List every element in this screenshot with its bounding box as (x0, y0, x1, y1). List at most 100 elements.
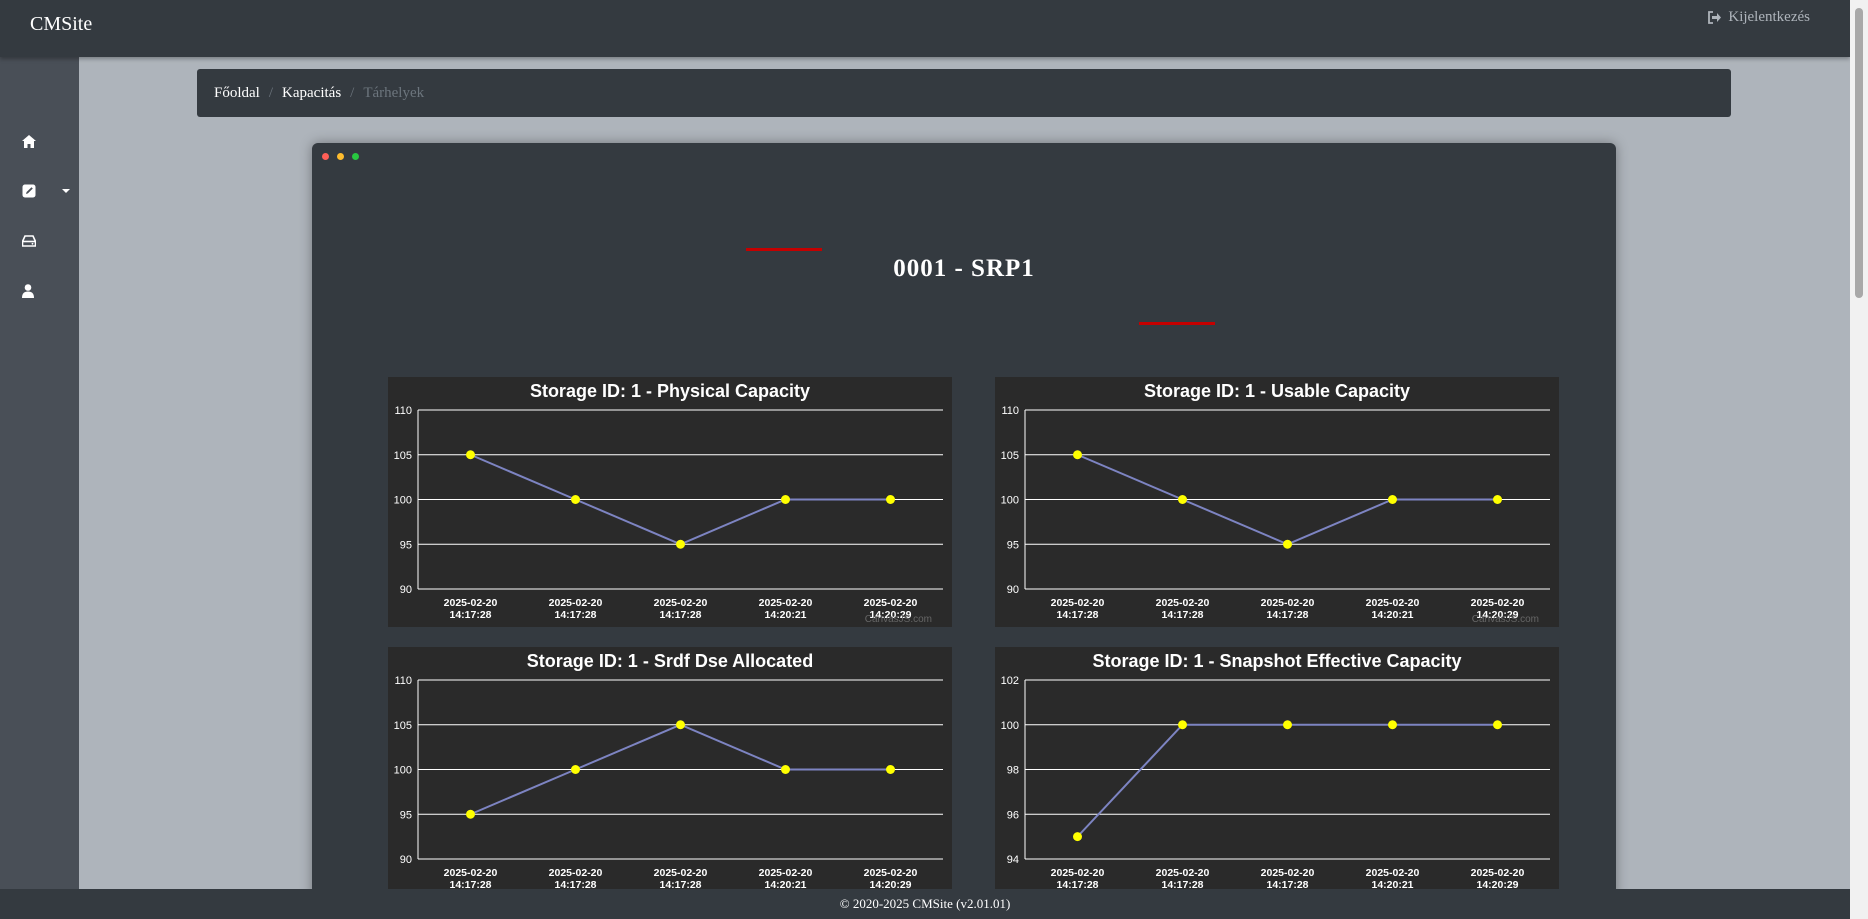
x-tick-label: 2025-02-20 14:17:28 (444, 867, 498, 891)
data-point[interactable] (466, 450, 475, 460)
home-icon (22, 134, 36, 148)
chart-title: Storage ID: 1 - Srdf Dse Allocated (527, 651, 813, 671)
y-tick-label: 110 (1001, 405, 1019, 417)
y-tick-label: 96 (1007, 809, 1019, 821)
breadcrumb-current: Tárhelyek (363, 84, 425, 101)
breadcrumb-separator: / (350, 84, 355, 101)
breadcrumb: Főoldal / Kapacitás / Tárhelyek (197, 69, 1731, 117)
brand-logo[interactable]: CMSite (30, 13, 93, 35)
scrollbar-thumb[interactable] (1855, 8, 1863, 298)
y-tick-label: 105 (394, 450, 412, 462)
x-tick-label: 2025-02-20 14:17:28 (1051, 867, 1105, 891)
sidebar (0, 57, 79, 889)
data-point[interactable] (1178, 495, 1187, 504)
x-tick-label: 2025-02-20 14:20:21 (759, 597, 813, 621)
page-title: 0001 - SRP1 (893, 255, 1035, 282)
data-point[interactable] (1283, 539, 1292, 549)
x-tick-label: 2025-02-20 14:20:21 (1366, 867, 1420, 891)
y-tick-label: 90 (1007, 584, 1019, 596)
data-point[interactable] (676, 539, 685, 549)
chart-svg: Storage ID: 1 - Physical Capacity 90 95 100… (394, 381, 943, 625)
y-tick-label: 95 (400, 809, 412, 821)
y-tick-label: 100 (1001, 720, 1019, 732)
data-point[interactable] (571, 765, 580, 774)
x-tick-label: 2025-02-20 14:17:28 (1156, 867, 1210, 891)
data-point[interactable] (1388, 495, 1397, 504)
x-tick-label: 2025-02-20 14:20:21 (1366, 597, 1420, 621)
y-tick-label: 105 (394, 720, 412, 732)
data-point[interactable] (1493, 720, 1502, 730)
chart-title: Storage ID: 1 - Physical Capacity (530, 381, 810, 401)
chart-usable-capacity: Storage ID: 1 - Usable Capacity 90 95 100 10… (995, 377, 1559, 627)
chart-svg: Storage ID: 1 - Usable Capacity 90 95 100 10… (1001, 381, 1550, 625)
chart-svg: Storage ID: 1 - Snapshot Effective Capac… (1001, 651, 1550, 891)
chart-credit[interactable]: CanvasJS.com (1472, 614, 1539, 625)
data-point[interactable] (1388, 720, 1397, 730)
y-tick-label: 100 (394, 495, 412, 507)
data-point[interactable] (466, 809, 475, 819)
sidebar-item-storage[interactable] (22, 227, 62, 255)
x-tick-label: 2025-02-20 14:17:28 (654, 867, 708, 891)
x-tick-label: 2025-02-20 14:17:28 (549, 867, 603, 891)
data-point[interactable] (571, 495, 580, 504)
chart-svg: Storage ID: 1 - Srdf Dse Allocated 90 95 10… (394, 651, 943, 891)
data-point[interactable] (1073, 450, 1082, 460)
chart-title: Storage ID: 1 - Usable Capacity (1144, 381, 1410, 401)
sign-out-icon (1708, 11, 1722, 24)
x-tick-label: 2025-02-20 14:17:28 (1051, 597, 1105, 621)
y-tick-label: 98 (1007, 765, 1019, 777)
y-tick-label: 100 (394, 765, 412, 777)
breadcrumb-home[interactable]: Főoldal (214, 84, 260, 101)
title-decoration-bottom (1139, 322, 1215, 325)
data-point[interactable] (1178, 720, 1187, 730)
y-tick-label: 95 (400, 539, 412, 551)
data-point[interactable] (1073, 832, 1082, 842)
y-tick-label: 110 (394, 675, 412, 687)
x-tick-label: 2025-02-20 14:20:29 (1471, 867, 1525, 891)
chevron-down-icon (62, 189, 70, 193)
sidebar-item-home[interactable] (22, 127, 62, 155)
x-tick-label: 2025-02-20 14:17:28 (654, 597, 708, 621)
top-navbar: CMSite Kijelentkezés (0, 0, 1850, 57)
y-tick-label: 90 (400, 854, 412, 866)
user-icon (22, 284, 34, 298)
chart-credit[interactable]: CanvasJS.com (865, 614, 932, 625)
data-point[interactable] (676, 720, 685, 730)
y-tick-label: 95 (1007, 539, 1019, 551)
footer-copyright: © 2020-2025 CMSite (v2.01.01) (839, 896, 1011, 911)
data-point[interactable] (1493, 495, 1502, 504)
data-point[interactable] (886, 495, 895, 504)
data-point[interactable] (886, 765, 895, 774)
data-point[interactable] (781, 765, 790, 774)
y-tick-label: 102 (1001, 675, 1019, 687)
x-tick-label: 2025-02-20 14:17:28 (444, 597, 498, 621)
y-tick-label: 100 (1001, 495, 1019, 507)
data-point[interactable] (781, 495, 790, 504)
y-tick-label: 105 (1001, 450, 1019, 462)
data-point[interactable] (1283, 720, 1292, 730)
y-tick-label: 110 (394, 405, 412, 417)
window-maximize-dot (352, 153, 359, 160)
breadcrumb-capacity[interactable]: Kapacitás (282, 84, 342, 101)
content-window: 0001 - SRP1 Storage ID: 1 - Physical Cap… (312, 143, 1616, 903)
x-tick-label: 2025-02-20 14:20:29 (1471, 597, 1525, 621)
chart-physical-capacity: Storage ID: 1 - Physical Capacity 90 95 100… (388, 377, 952, 627)
title-decoration-top (746, 248, 822, 251)
x-tick-label: 2025-02-20 14:17:28 (549, 597, 603, 621)
window-minimize-dot (337, 153, 344, 160)
chart-srdf-dse-allocated: Storage ID: 1 - Srdf Dse Allocated 90 95 10… (388, 647, 952, 897)
logout-link[interactable]: Kijelentkezés (1708, 9, 1810, 26)
window-close-dot (322, 153, 329, 160)
x-tick-label: 2025-02-20 14:20:21 (759, 867, 813, 891)
x-tick-label: 2025-02-20 14:20:29 (864, 867, 918, 891)
edit-icon (22, 184, 36, 198)
scrollbar[interactable] (1850, 0, 1868, 919)
sidebar-item-edit[interactable] (22, 177, 70, 205)
footer: © 2020-2025 CMSite (v2.01.01) (0, 889, 1850, 919)
x-tick-label: 2025-02-20 14:17:28 (1156, 597, 1210, 621)
x-tick-label: 2025-02-20 14:20:29 (864, 597, 918, 621)
logout-label: Kijelentkezés (1728, 9, 1810, 25)
sidebar-item-user[interactable] (22, 277, 62, 305)
x-tick-label: 2025-02-20 14:17:28 (1261, 867, 1315, 891)
y-tick-label: 94 (1007, 854, 1019, 866)
